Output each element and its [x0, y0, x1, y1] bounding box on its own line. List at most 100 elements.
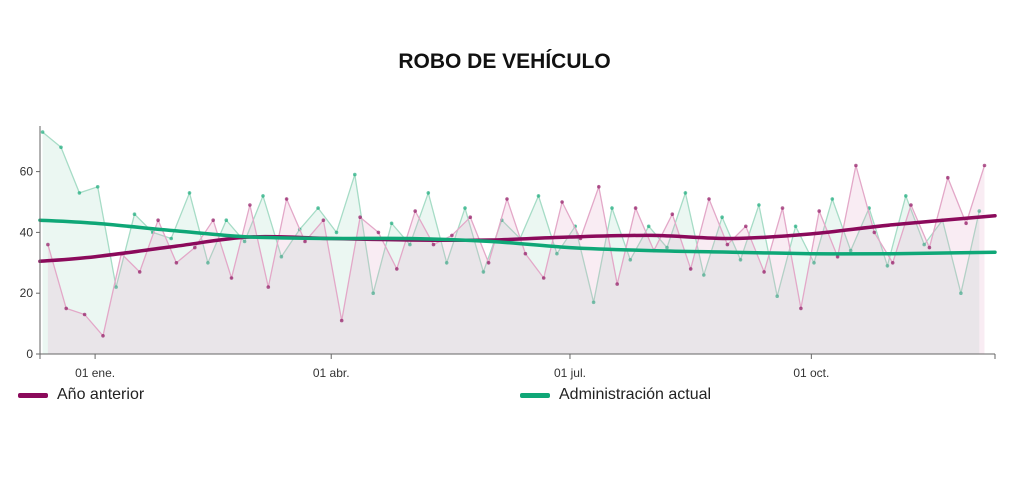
daily-point-administracion-actual [444, 261, 449, 265]
x-tick-label: 01 oct. [793, 366, 829, 380]
daily-point-ano-anterior [46, 242, 50, 247]
daily-point-administracion-actual [812, 261, 816, 265]
daily-point-ano-anterior [321, 218, 326, 222]
daily-point-ano-anterior [707, 197, 711, 201]
daily-point-administracion-actual [959, 291, 963, 296]
daily-point-ano-anterior [762, 270, 766, 274]
y-tick-label: 40 [20, 225, 34, 239]
daily-point-ano-anterior [64, 306, 68, 311]
daily-point-ano-anterior [597, 185, 601, 189]
daily-area-ano-anterior [47, 165, 985, 354]
daily-point-ano-anterior [872, 230, 877, 235]
daily-point-administracion-actual [977, 209, 982, 213]
daily-point-administracion-actual [426, 191, 431, 195]
daily-point-administracion-actual [848, 248, 853, 253]
daily-point-ano-anterior [927, 245, 932, 250]
daily-point-ano-anterior [211, 218, 215, 222]
legend-swatch-ano-anterior [18, 392, 48, 398]
chart-title: ROBO DE VEHÍCULO [398, 50, 611, 73]
y-tick-label: 60 [20, 165, 34, 179]
daily-point-administracion-actual [279, 254, 284, 259]
daily-point-administracion-actual [904, 194, 908, 198]
y-tick-label: 20 [20, 286, 34, 300]
daily-point-administracion-actual [720, 215, 724, 219]
trend-line-administracion-actual[interactable] [38, 218, 997, 256]
daily-point-administracion-actual [922, 242, 926, 247]
axes: 0 20 40 60 01 ene. 01 abr. 01 jul. 01 oct. [20, 126, 996, 380]
daily-point-administracion-actual [555, 251, 559, 256]
legend-item-ano-anterior[interactable]: Año anterior [18, 386, 144, 404]
daily-point-administracion-actual [261, 194, 265, 198]
daily-point-administracion-actual [95, 185, 100, 189]
daily-point-ano-anterior [101, 334, 105, 338]
daily-point-administracion-actual [665, 245, 669, 250]
daily-point-administracion-actual [536, 194, 541, 198]
daily-point-administracion-actual [389, 221, 394, 226]
daily-point-ano-anterior [82, 312, 87, 317]
daily-point-administracion-actual [830, 197, 835, 201]
x-tick-label: 01 ene. [75, 366, 115, 380]
daily-point-administracion-actual [59, 145, 63, 150]
daily-point-ano-anterior [413, 209, 418, 213]
daily-point-administracion-actual [187, 191, 192, 195]
daily-point-ano-anterior [817, 209, 821, 213]
daily-point-administracion-actual [40, 130, 45, 134]
legend-label-administracion-actual: Administración actual [559, 386, 712, 403]
daily-point-ano-anterior [468, 215, 473, 219]
trend-line-ano-anterior[interactable] [38, 213, 997, 264]
daily-point-ano-anterior [560, 200, 564, 204]
daily-point-administracion-actual [793, 224, 798, 229]
daily-point-ano-anterior [339, 318, 344, 323]
daily-point-administracion-actual [334, 230, 339, 235]
daily-point-ano-anterior [303, 239, 307, 244]
daily-point-administracion-actual [738, 258, 743, 262]
daily-point-ano-anterior [248, 203, 252, 207]
daily-point-ano-anterior [284, 197, 289, 201]
daily-point-administracion-actual [132, 212, 137, 216]
daily-point-ano-anterior [688, 267, 693, 271]
x-tick-label: 01 abr. [313, 366, 350, 380]
daily-point-ano-anterior [174, 261, 179, 265]
daily-point-ano-anterior [946, 175, 950, 180]
legend-item-administracion-actual[interactable]: Administración actual [520, 386, 711, 404]
daily-point-administracion-actual [316, 206, 320, 210]
legend-label-ano-anterior: Año anterior [57, 386, 145, 403]
daily-point-administracion-actual [408, 242, 412, 247]
daily-point-ano-anterior [799, 306, 803, 311]
daily-point-ano-anterior [890, 261, 895, 265]
daily-line-administracion-actual [42, 131, 980, 303]
daily-point-ano-anterior [193, 245, 197, 250]
daily-point-administracion-actual [610, 206, 614, 210]
daily-point-ano-anterior [909, 203, 913, 207]
daily-point-administracion-actual [242, 239, 247, 244]
daily-point-administracion-actual [591, 300, 596, 305]
daily-point-administracion-actual [353, 172, 357, 177]
daily-point-ano-anterior [505, 197, 509, 201]
daily-point-ano-anterior [376, 230, 381, 235]
daily-point-ano-anterior [431, 242, 436, 247]
daily-point-ano-anterior [541, 276, 546, 280]
daily-point-ano-anterior [854, 163, 858, 168]
daily-point-ano-anterior [137, 270, 142, 274]
daily-point-administracion-actual [114, 285, 118, 289]
x-tick-label: 01 jul. [554, 366, 586, 380]
daily-point-administracion-actual [683, 191, 688, 195]
daily-point-administracion-actual [169, 236, 173, 241]
daily-point-ano-anterior [633, 206, 638, 210]
daily-point-administracion-actual [463, 206, 467, 210]
daily-point-ano-anterior [229, 276, 234, 280]
daily-point-ano-anterior [486, 261, 491, 265]
daily-point-administracion-actual [885, 264, 890, 268]
daily-point-ano-anterior [523, 251, 528, 256]
daily-point-ano-anterior [964, 221, 968, 226]
trend-lines-layer [38, 213, 997, 264]
daily-point-administracion-actual [206, 261, 210, 265]
daily-point-ano-anterior [266, 285, 271, 289]
legend-swatch-administracion-actual [520, 392, 550, 398]
daily-point-administracion-actual [77, 191, 82, 195]
daily-point-administracion-actual [757, 203, 761, 207]
daily-point-ano-anterior [670, 212, 675, 216]
daily-point-ano-anterior [615, 282, 619, 286]
daily-point-ano-anterior [744, 224, 748, 229]
